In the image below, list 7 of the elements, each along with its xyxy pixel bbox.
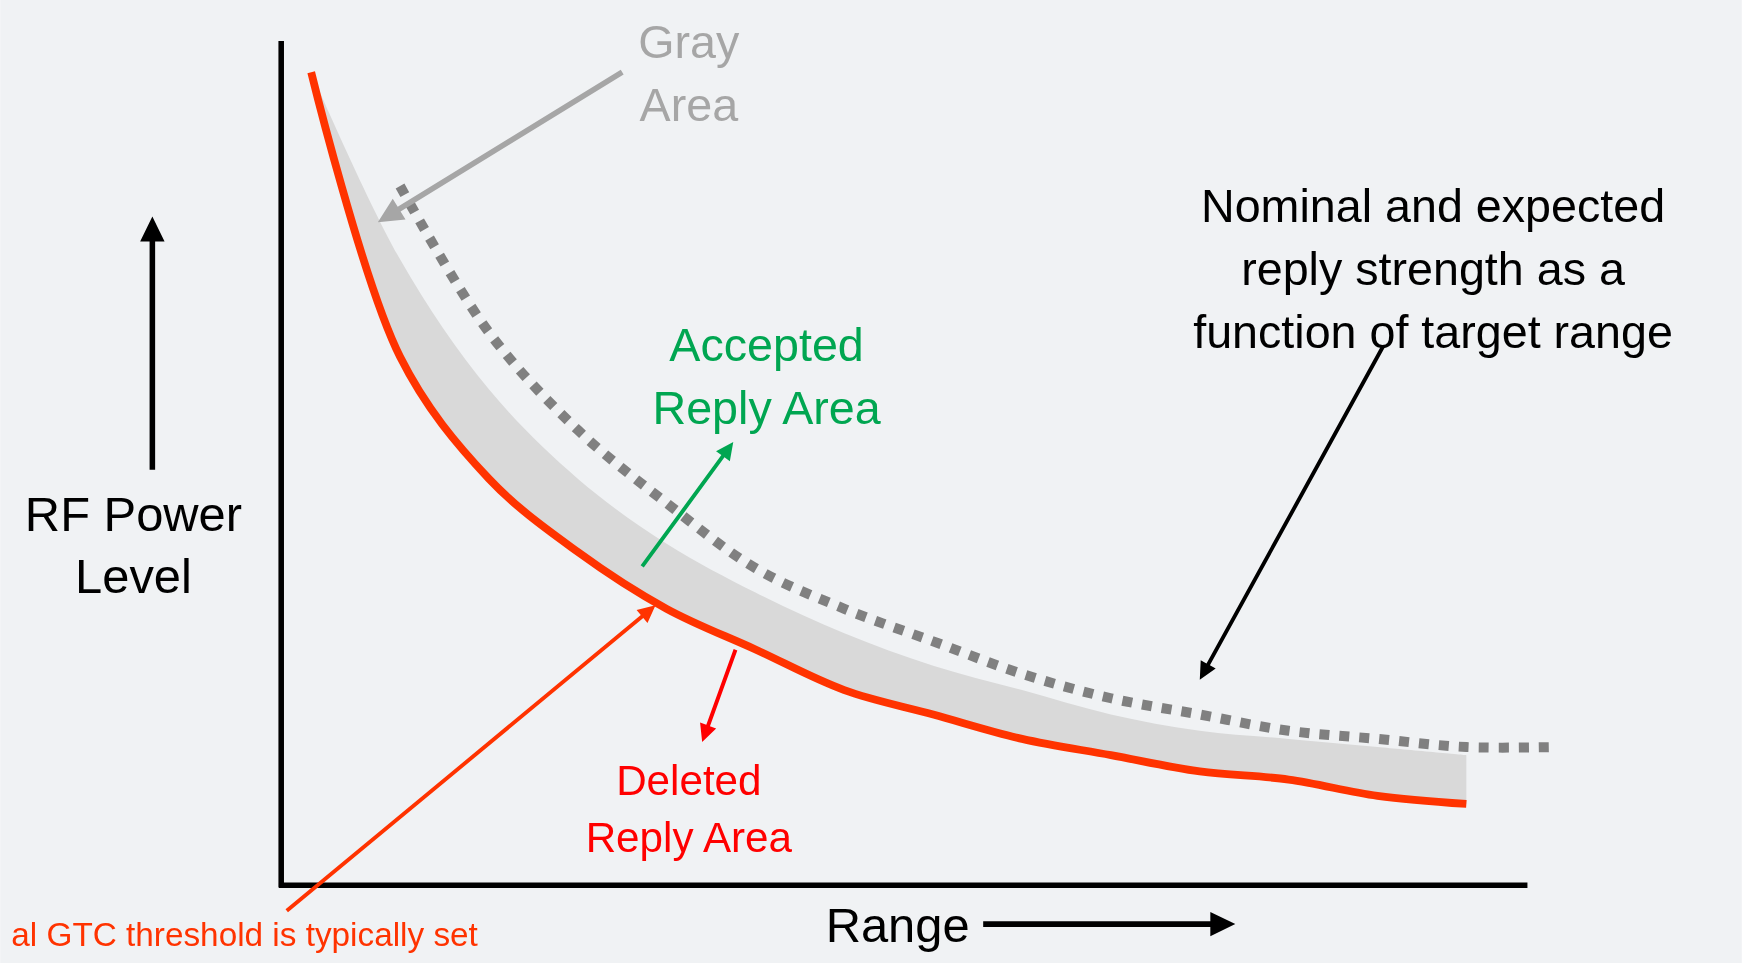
x-axis-title: Range	[825, 897, 970, 952]
annotation: Deleted Reply Area	[585, 757, 793, 862]
y-axis-title: RF Power Level	[24, 486, 243, 604]
text: al GTC threshold is typically set	[11, 916, 479, 954]
annotation: Nominal and expected reply strength as a function of target range	[1193, 180, 1673, 359]
annotation: Gray Area	[638, 15, 741, 131]
annotation: Accepted Reply Area	[652, 318, 881, 434]
